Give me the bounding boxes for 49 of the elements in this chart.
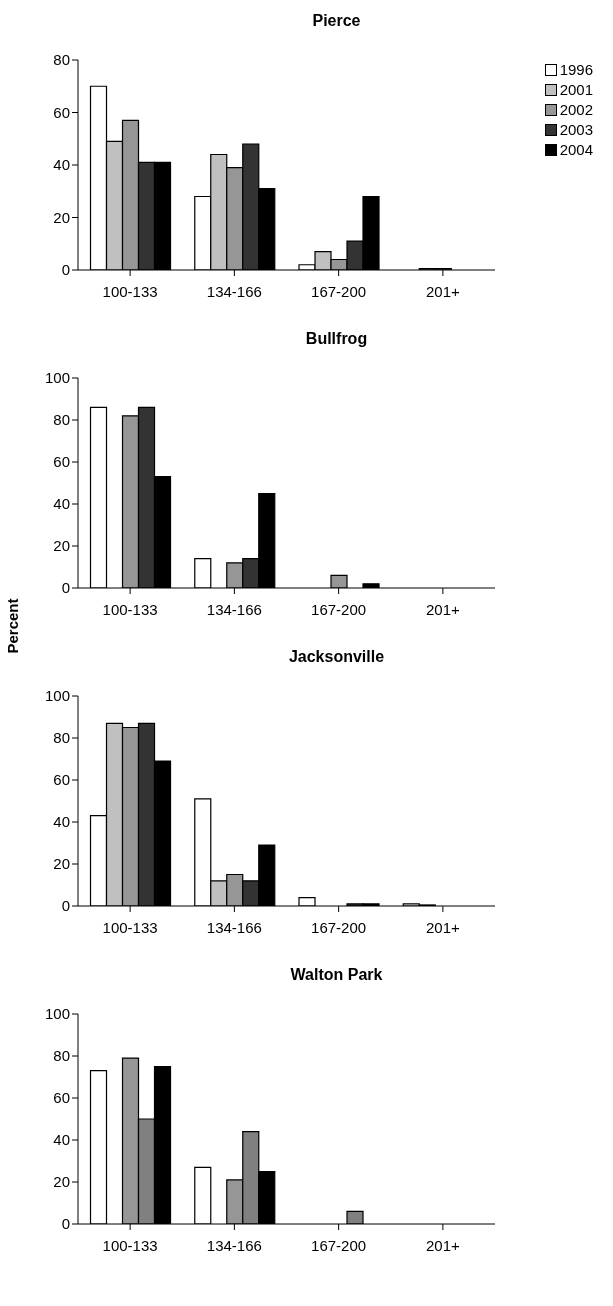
x-tick-label: 201+ — [425, 282, 460, 300]
x-tick-label: 134-166 — [206, 282, 262, 300]
x-tick-label: 134-166 — [206, 600, 262, 618]
y-tick-label: 20 — [53, 1173, 70, 1191]
y-axis-title: Percent — [4, 598, 21, 654]
y-tick-label: 40 — [53, 156, 70, 174]
y-tick-label: 0 — [61, 261, 70, 279]
legend-label: 2002 — [559, 100, 593, 120]
x-tick-label: 100-133 — [102, 600, 158, 618]
y-tick-label: 0 — [61, 1215, 70, 1233]
y-tick-label: 100 — [44, 369, 70, 387]
x-tick-label: 134-166 — [206, 918, 262, 936]
x-tick-label: 201+ — [425, 1236, 460, 1254]
x-tick-label: 201+ — [425, 918, 460, 936]
x-tick-label: 134-166 — [206, 1236, 262, 1254]
y-tick-label: 20 — [53, 208, 70, 226]
y-tick-label: 60 — [53, 103, 70, 121]
chart-title: Pierce — [311, 11, 362, 31]
y-tick-label: 60 — [53, 1089, 70, 1107]
y-tick-label: 100 — [44, 1005, 70, 1023]
y-tick-label: 40 — [53, 495, 70, 513]
legend-label: 2004 — [559, 140, 593, 160]
x-tick-label: 167-200 — [311, 1236, 367, 1254]
legend-label: 1996 — [559, 60, 593, 80]
legend-label: 2003 — [559, 120, 593, 140]
chart-title: Jacksonville — [288, 648, 385, 665]
y-tick-label: 80 — [53, 1047, 70, 1065]
y-tick-label: 0 — [61, 897, 70, 915]
chart-title: Walton Park — [289, 965, 384, 985]
chart-title: Bullfrog — [304, 329, 369, 349]
x-tick-label: 100-133 — [102, 918, 158, 936]
x-tick-label: 167-200 — [311, 918, 367, 936]
x-tick-label: 100-133 — [102, 282, 158, 300]
y-tick-label: 80 — [53, 411, 70, 429]
y-tick-label: 60 — [53, 453, 70, 471]
y-tick-label: 20 — [53, 855, 70, 873]
x-tick-label: 167-200 — [311, 282, 367, 300]
y-tick-label: 80 — [53, 51, 70, 69]
y-tick-label: 40 — [53, 813, 70, 831]
y-tick-label: 40 — [53, 1131, 70, 1149]
y-tick-label: 20 — [53, 537, 70, 555]
y-tick-label: 60 — [53, 771, 70, 789]
y-tick-label: 0 — [61, 579, 70, 597]
x-tick-label: 201+ — [425, 600, 460, 618]
y-tick-label: 100 — [44, 687, 70, 705]
y-tick-label: 80 — [53, 729, 70, 747]
x-tick-label: 167-200 — [311, 600, 367, 618]
x-tick-label: 100-133 — [102, 1236, 158, 1254]
legend-label: 2001 — [559, 80, 593, 100]
